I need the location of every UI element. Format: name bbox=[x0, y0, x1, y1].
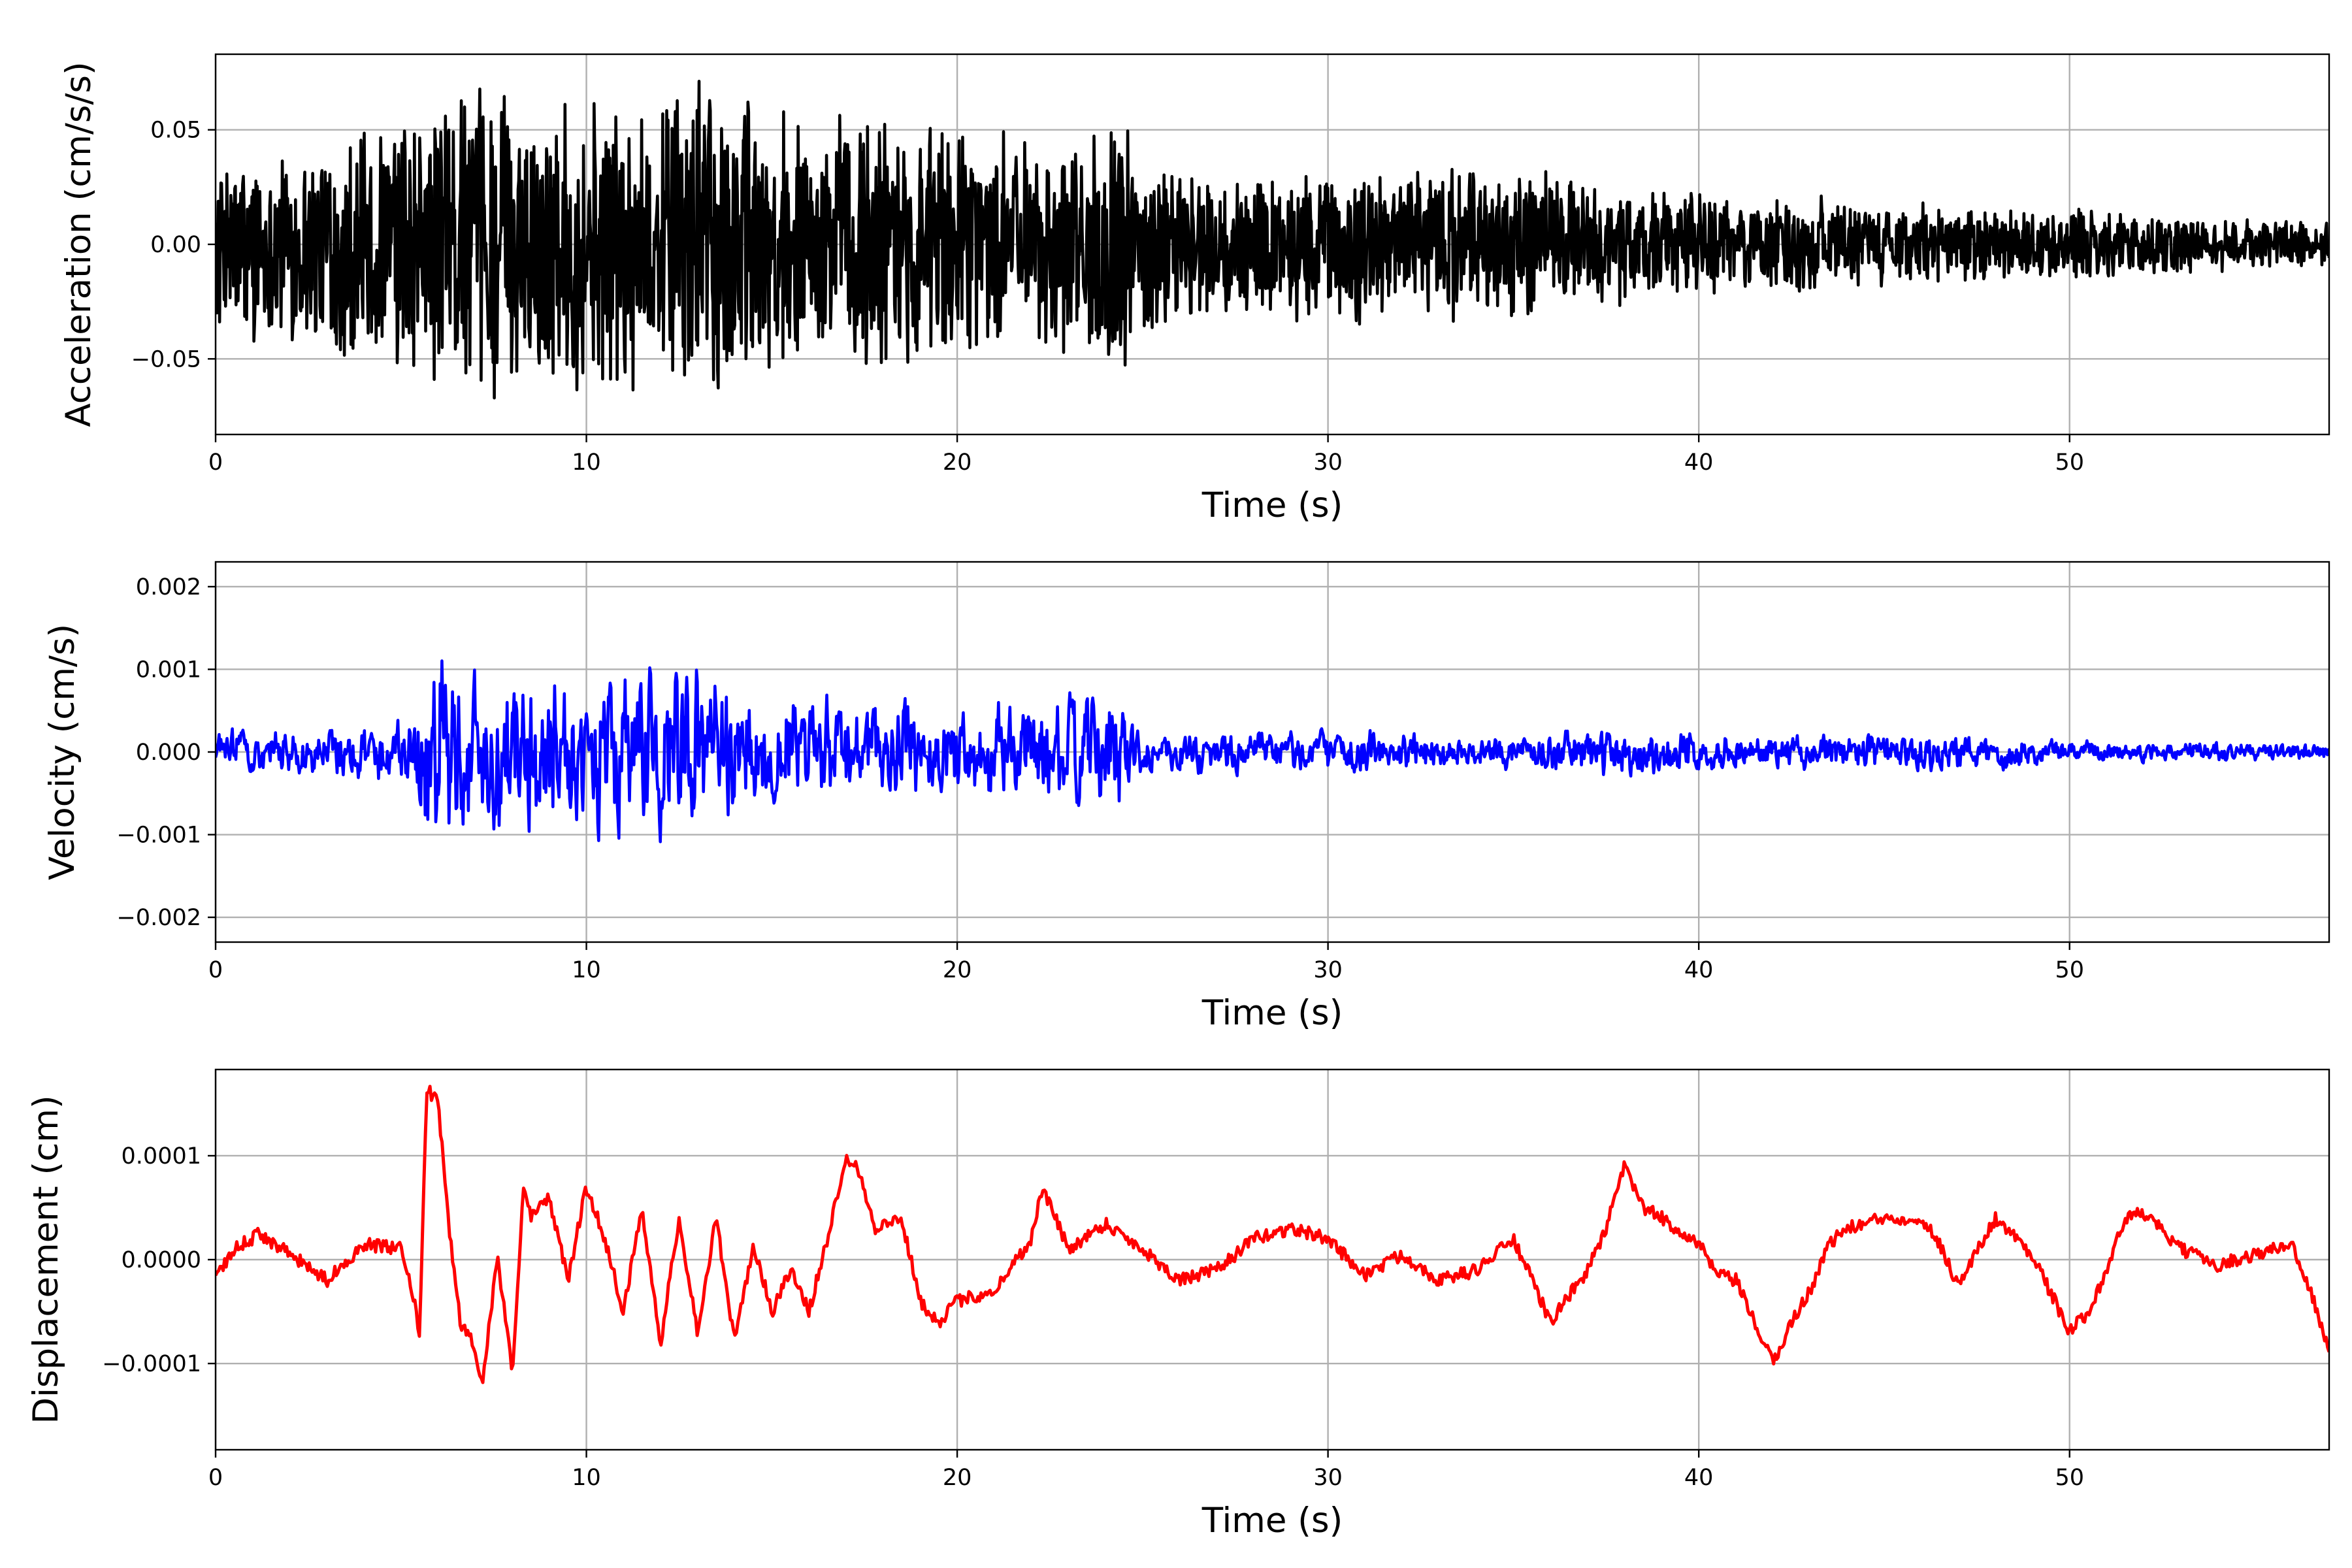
acceleration-y-axis-label: Acceleration (cm/s/s) bbox=[59, 61, 99, 427]
acceleration-series-line bbox=[216, 80, 2329, 400]
velocity-y-tick-label: −0.002 bbox=[116, 905, 201, 931]
acceleration-y-tick-label: −0.05 bbox=[131, 346, 201, 372]
acceleration-x-tick-label: 50 bbox=[2055, 449, 2084, 476]
velocity-series-line bbox=[216, 659, 2329, 843]
displacement-y-tick-label: 0.0000 bbox=[122, 1247, 201, 1273]
displacement-x-axis-label: Time (s) bbox=[1201, 1501, 1343, 1541]
velocity-x-tick-label: 0 bbox=[208, 957, 223, 983]
displacement-x-tick-label: 20 bbox=[943, 1465, 972, 1491]
velocity-x-tick-label: 20 bbox=[943, 957, 972, 983]
displacement-y-tick-label: 0.0001 bbox=[122, 1143, 201, 1169]
velocity-x-tick-label: 40 bbox=[1684, 957, 1714, 983]
velocity-x-axis-label: Time (s) bbox=[1201, 993, 1343, 1033]
acceleration-x-tick-label: 10 bbox=[572, 449, 601, 476]
displacement-y-tick-label: −0.0001 bbox=[102, 1351, 201, 1377]
acceleration-panel: 0 10 20 30 40 50 −0.05 0.00 0.05 Time (s) Accelera… bbox=[59, 53, 2330, 525]
acceleration-x-tick-label: 40 bbox=[1684, 449, 1714, 476]
acceleration-y-tick-label: 0.05 bbox=[150, 118, 201, 144]
displacement-x-tick-label: 10 bbox=[572, 1465, 601, 1491]
velocity-y-axis-label: Velocity (cm/s) bbox=[42, 624, 82, 880]
velocity-x-tick-label: 30 bbox=[1313, 957, 1343, 983]
displacement-x-tick-label: 40 bbox=[1684, 1465, 1714, 1491]
displacement-x-tick-label: 30 bbox=[1313, 1465, 1343, 1491]
acceleration-y-tick-label: 0.00 bbox=[150, 232, 201, 258]
acceleration-x-axis-label: Time (s) bbox=[1201, 485, 1343, 525]
displacement-panel: 0 10 20 30 40 50 −0.0001 0.0000 0.0001 Time (s) Di… bbox=[26, 1068, 2330, 1541]
velocity-y-tick-label: 0.000 bbox=[136, 740, 201, 766]
velocity-x-tick-label: 50 bbox=[2055, 957, 2084, 983]
velocity-y-tick-label: 0.002 bbox=[136, 574, 201, 600]
acceleration-x-tick-label: 0 bbox=[208, 449, 223, 476]
velocity-x-tick-label: 10 bbox=[572, 957, 601, 983]
panels: 0 10 20 30 40 50 −0.05 0.00 0.05 Time (s) Accelera… bbox=[26, 53, 2330, 1541]
acceleration-x-tick-label: 30 bbox=[1313, 449, 1343, 476]
displacement-x-tick-label: 0 bbox=[208, 1465, 223, 1491]
velocity-panel: 0 10 20 30 40 50 −0.002 −0.001 0.000 0.001 0.002 Ti… bbox=[42, 561, 2330, 1033]
displacement-y-axis-label: Displacement (cm) bbox=[26, 1095, 66, 1424]
acceleration-x-tick-label: 20 bbox=[943, 449, 972, 476]
displacement-series-line bbox=[216, 1085, 2329, 1384]
displacement-x-tick-label: 50 bbox=[2055, 1465, 2084, 1491]
velocity-y-tick-label: −0.001 bbox=[116, 823, 201, 849]
velocity-y-tick-label: 0.001 bbox=[136, 657, 201, 683]
